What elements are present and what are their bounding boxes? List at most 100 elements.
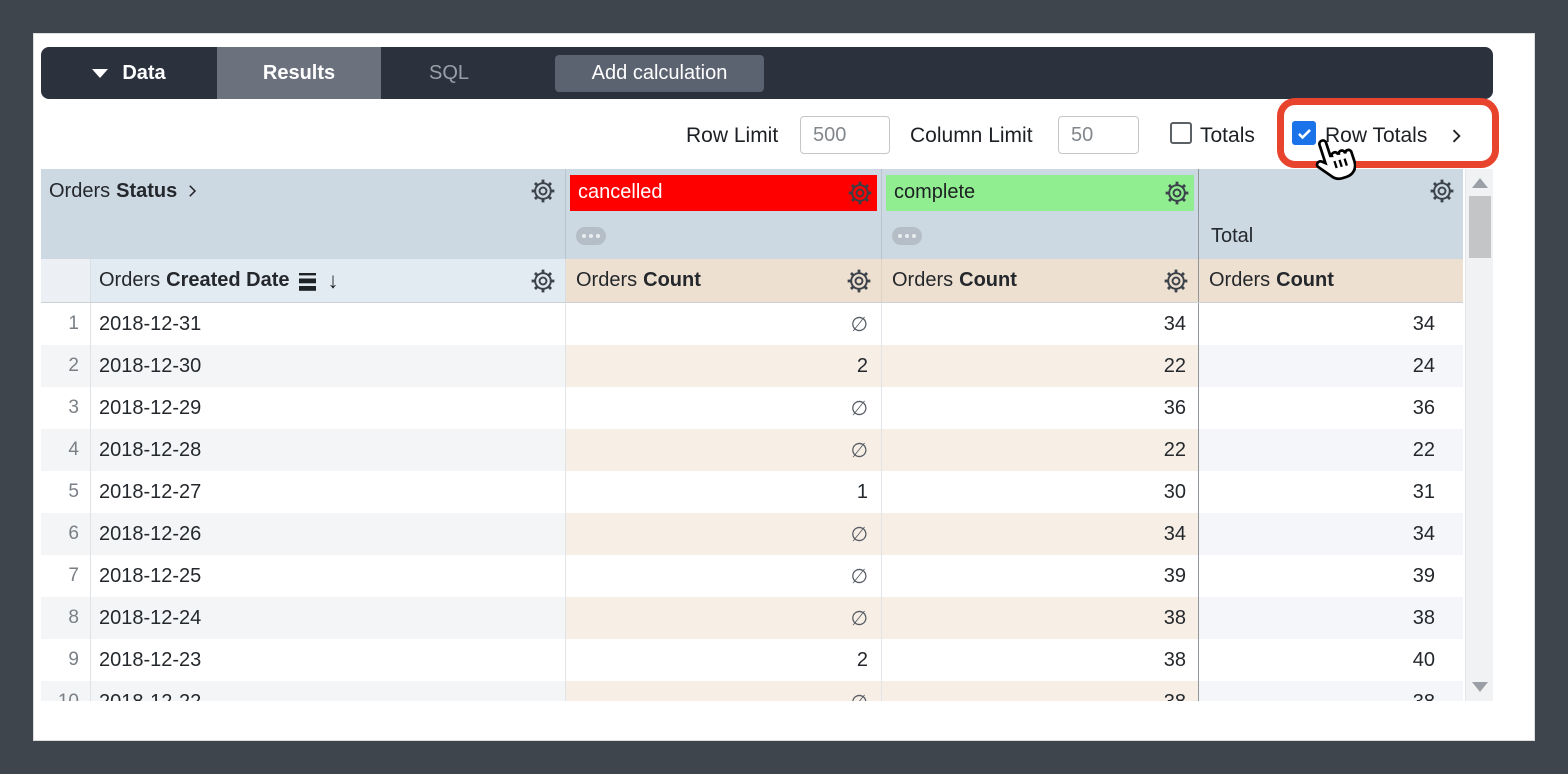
total-column-header: Total <box>1199 213 1463 259</box>
gear-icon[interactable] <box>847 180 873 206</box>
row-total-cell[interactable]: 34 <box>1199 513 1463 555</box>
date-cell[interactable]: 2018-12-22 <box>91 681 566 701</box>
gear-icon[interactable] <box>846 268 872 294</box>
table-row[interactable]: 5 2018-12-27 1 30 31 <box>41 471 1463 513</box>
table-row[interactable]: 9 2018-12-23 2 38 40 <box>41 639 1463 681</box>
date-cell[interactable]: 2018-12-23 <box>91 639 566 681</box>
table-row[interactable]: 1 2018-12-31 ∅ 34 34 <box>41 303 1463 345</box>
complete-count-cell[interactable]: 39 <box>882 555 1199 597</box>
date-cell[interactable]: 2018-12-25 <box>91 555 566 597</box>
cancelled-count-cell[interactable]: ∅ <box>566 555 882 597</box>
date-cell[interactable]: 2018-12-31 <box>91 303 566 345</box>
caret-down-icon <box>92 68 109 78</box>
row-total-cell[interactable]: 38 <box>1199 597 1463 639</box>
gear-icon[interactable] <box>1429 178 1455 204</box>
complete-count-cell[interactable]: 38 <box>882 597 1199 639</box>
cancelled-count-cell[interactable]: ∅ <box>566 429 882 471</box>
field-prefix: Orders <box>892 269 954 291</box>
table-row[interactable]: 8 2018-12-24 ∅ 38 38 <box>41 597 1463 639</box>
gear-icon[interactable] <box>530 178 556 204</box>
complete-count-cell[interactable]: 38 <box>882 639 1199 681</box>
add-calculation-button[interactable]: Add calculation <box>555 55 764 92</box>
row-number-cell: 4 <box>41 429 91 471</box>
pivot-chip-complete[interactable]: complete <box>886 174 1194 211</box>
ellipsis-menu-icon[interactable] <box>576 227 606 245</box>
tab-sql[interactable]: SQL <box>381 47 517 99</box>
add-calculation-label: Add calculation <box>591 62 728 84</box>
cancelled-count-cell[interactable]: 2 <box>566 345 882 387</box>
vertical-scrollbar[interactable] <box>1465 169 1493 701</box>
gear-icon[interactable] <box>1163 268 1189 294</box>
pivot-field-header[interactable]: Orders Status <box>41 169 566 213</box>
complete-count-cell[interactable]: 36 <box>882 387 1199 429</box>
pivot-subheader-cancelled <box>566 213 882 259</box>
date-cell[interactable]: 2018-12-26 <box>91 513 566 555</box>
row-total-cell[interactable]: 31 <box>1199 471 1463 513</box>
table-row[interactable]: 4 2018-12-28 ∅ 22 22 <box>41 429 1463 471</box>
row-total-cell[interactable]: 24 <box>1199 345 1463 387</box>
gear-icon[interactable] <box>530 268 556 294</box>
row-total-cell[interactable]: 22 <box>1199 429 1463 471</box>
row-totals-checkbox[interactable] <box>1292 121 1316 145</box>
results-tab-label: Results <box>262 61 336 84</box>
column-limit-input[interactable] <box>1058 116 1139 154</box>
pivot-chip-cancelled[interactable]: cancelled <box>570 174 877 211</box>
complete-count-cell[interactable]: 30 <box>882 471 1199 513</box>
pivot-value-cancelled-header: cancelled <box>566 169 882 213</box>
cancelled-count-cell[interactable]: ∅ <box>566 597 882 639</box>
table-row[interactable]: 2 2018-12-30 2 22 24 <box>41 345 1463 387</box>
dimension-header[interactable]: Orders Created Date ↓ <box>91 259 566 302</box>
field-name: Status <box>116 179 178 202</box>
row-limit-input[interactable] <box>800 116 890 154</box>
complete-count-cell[interactable]: 34 <box>882 513 1199 555</box>
row-number-cell: 7 <box>41 555 91 597</box>
cancelled-count-cell[interactable]: 1 <box>566 471 882 513</box>
row-total-cell[interactable]: 40 <box>1199 639 1463 681</box>
row-number-cell: 8 <box>41 597 91 639</box>
column-limit-label: Column Limit <box>910 124 1033 147</box>
field-name: Created Date <box>166 269 290 291</box>
row-total-cell[interactable]: 36 <box>1199 387 1463 429</box>
measure-header-complete[interactable]: Orders Count <box>882 259 1199 302</box>
measure-header-total[interactable]: Orders Count <box>1199 259 1463 302</box>
table-row[interactable]: 10 2018-12-22 ∅ 38 38 <box>41 681 1463 701</box>
cancelled-count-cell[interactable]: ∅ <box>566 681 882 701</box>
sql-tab-label: SQL <box>428 61 470 84</box>
row-total-cell[interactable]: 34 <box>1199 303 1463 345</box>
totals-checkbox[interactable] <box>1170 122 1192 144</box>
complete-count-cell[interactable]: 22 <box>882 345 1199 387</box>
date-cell[interactable]: 2018-12-27 <box>91 471 566 513</box>
scroll-up-icon[interactable] <box>1471 178 1488 188</box>
row-number-cell: 2 <box>41 345 91 387</box>
complete-count-cell[interactable]: 22 <box>882 429 1199 471</box>
ellipsis-menu-icon[interactable] <box>892 227 922 245</box>
field-prefix: Orders <box>49 179 111 202</box>
complete-count-cell[interactable]: 38 <box>882 681 1199 701</box>
row-number-cell: 3 <box>41 387 91 429</box>
data-section-toggle[interactable]: Data <box>41 47 217 99</box>
cancelled-count-cell[interactable]: ∅ <box>566 387 882 429</box>
complete-count-cell[interactable]: 34 <box>882 303 1199 345</box>
chevron-right-icon[interactable] <box>1446 126 1466 146</box>
pivot-subheader-complete <box>882 213 1199 259</box>
cancelled-count-cell[interactable]: 2 <box>566 639 882 681</box>
pivot-value-complete-header: complete <box>882 169 1199 213</box>
table-row[interactable]: 6 2018-12-26 ∅ 34 34 <box>41 513 1463 555</box>
scrollbar-thumb[interactable] <box>1469 196 1491 258</box>
cancelled-count-cell[interactable]: ∅ <box>566 303 882 345</box>
gear-icon[interactable] <box>1164 180 1190 206</box>
row-total-cell[interactable]: 38 <box>1199 681 1463 701</box>
table-row[interactable]: 7 2018-12-25 ∅ 39 39 <box>41 555 1463 597</box>
date-cell[interactable]: 2018-12-28 <box>91 429 566 471</box>
tab-results[interactable]: Results <box>217 47 381 99</box>
pivot-header-row: Orders Status cancelled <box>41 169 1463 213</box>
row-total-cell[interactable]: 39 <box>1199 555 1463 597</box>
table-row[interactable]: 3 2018-12-29 ∅ 36 36 <box>41 387 1463 429</box>
date-cell[interactable]: 2018-12-24 <box>91 597 566 639</box>
cancelled-count-cell[interactable]: ∅ <box>566 513 882 555</box>
date-cell[interactable]: 2018-12-29 <box>91 387 566 429</box>
date-cell[interactable]: 2018-12-30 <box>91 345 566 387</box>
field-prefix: Orders <box>576 269 638 291</box>
measure-header-cancelled[interactable]: Orders Count <box>566 259 882 302</box>
scroll-down-icon[interactable] <box>1471 682 1488 692</box>
